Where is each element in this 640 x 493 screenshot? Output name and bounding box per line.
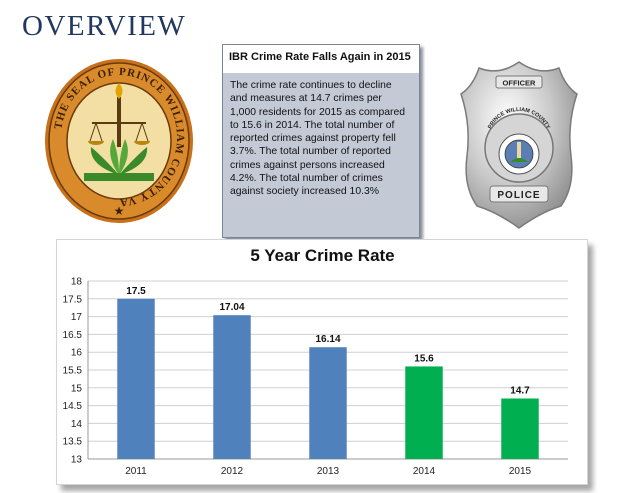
y-tick-label: 17 (71, 312, 83, 323)
police-badge-image: OFFICER PRINCE WILLIAM COUNTY POLICE (460, 61, 578, 229)
bar (213, 315, 251, 459)
y-tick-label: 16.5 (63, 330, 83, 341)
y-tick-label: 13 (71, 455, 83, 466)
bar-data-label: 17.5 (126, 286, 146, 297)
info-line: and measures at 14.7 crimes per (230, 93, 382, 105)
badge-top-text: OFFICER (503, 79, 536, 88)
svg-text:★: ★ (114, 204, 125, 218)
bar (405, 366, 443, 459)
info-box-text: The crime rate continues to decline and … (230, 79, 418, 199)
bar (501, 398, 539, 459)
info-line: 3.7%. The total number of reported (230, 146, 391, 158)
info-line: against society increased 10.3% (230, 186, 380, 198)
y-tick-label: 15.5 (63, 366, 83, 377)
bar-data-label: 15.6 (414, 353, 434, 364)
y-tick-label: 18 (71, 277, 83, 288)
page-heading: OVERVIEW (22, 10, 187, 42)
info-line: The crime rate continues to decline (230, 80, 392, 91)
info-line: 1,000 residents for 2015 as compared (230, 106, 406, 118)
y-tick-label: 15 (71, 383, 83, 394)
y-tick-label: 16 (71, 348, 83, 359)
info-box: IBR Crime Rate Falls Again in 2015 The c… (222, 44, 420, 238)
x-tick-label: 2011 (125, 466, 147, 477)
bar-data-label: 17.04 (219, 302, 244, 313)
y-tick-label: 17.5 (63, 294, 83, 305)
x-tick-label: 2015 (509, 466, 532, 477)
y-tick-label: 14.5 (63, 401, 83, 412)
bar (309, 347, 347, 459)
info-box-title: IBR Crime Rate Falls Again in 2015 (223, 45, 419, 73)
chart-title: 5 Year Crime Rate (250, 246, 395, 265)
y-tick-label: 14 (71, 419, 83, 430)
info-line: 4.2%. The total number of crimes (230, 173, 383, 185)
y-tick-label: 13.5 (63, 437, 83, 448)
info-line: to 15.6 in 2014. The total number of (230, 119, 395, 131)
info-line: reported crimes against property fell (230, 133, 396, 145)
county-seal-image: THE SEAL OF PRINCE WILLIAM COUNTY VA ★ (45, 59, 193, 223)
bar (117, 298, 155, 459)
x-tick-label: 2012 (221, 466, 244, 477)
bar-data-label: 16.14 (315, 334, 340, 345)
badge-bottom-text: POLICE (497, 190, 540, 201)
x-tick-label: 2014 (413, 466, 436, 477)
x-tick-label: 2013 (317, 466, 340, 477)
bar-data-label: 14.7 (510, 385, 530, 396)
info-line: crimes against persons increased (230, 159, 385, 171)
